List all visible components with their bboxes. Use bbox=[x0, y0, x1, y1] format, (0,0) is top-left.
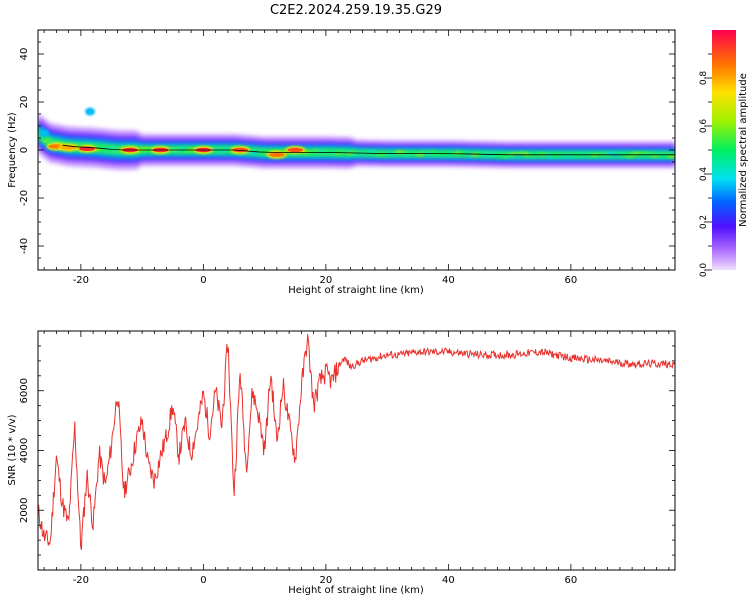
heatmap-cell bbox=[632, 151, 645, 155]
heatmap-cell bbox=[625, 155, 634, 159]
top-y-ticks: -40 -20 0 20 40 bbox=[19, 29, 675, 271]
heatmap-cell bbox=[667, 155, 675, 159]
colorbar-ticks: 0.0 0.2 0.4 0.6 0.8 bbox=[699, 53, 712, 278]
heatmap-cell bbox=[435, 153, 447, 157]
y-tick-label: 0 bbox=[19, 147, 30, 153]
colorbar-tick-label: 0.0 bbox=[699, 263, 709, 278]
heatmap-cell bbox=[493, 152, 501, 156]
heatmap-cell bbox=[260, 149, 270, 153]
x-tick-label: 40 bbox=[442, 275, 455, 286]
heatmap-cell bbox=[307, 152, 317, 156]
heatmap-cell bbox=[414, 153, 425, 157]
heatmap-cell bbox=[180, 146, 187, 151]
snr-panel: -20 0 20 40 60 2000 4000 6000 Height of straig… bbox=[7, 330, 676, 596]
bottom-y-ticks: 2000 4000 6000 bbox=[19, 330, 675, 571]
x-tick-label: 40 bbox=[442, 575, 455, 586]
heatmap-outlier bbox=[39, 129, 50, 138]
y-tick-label: -40 bbox=[19, 238, 30, 254]
heatmap-outlier bbox=[85, 107, 96, 116]
heatmap-hot-spot bbox=[287, 147, 304, 153]
ridge-trace-line bbox=[62, 144, 675, 156]
top-x-ticks: -20 0 20 40 60 bbox=[43, 30, 670, 286]
heatmap-cell bbox=[428, 150, 437, 154]
bottom-y-axis-label: SNR (10 * v/v) bbox=[7, 414, 18, 485]
x-tick-label: 0 bbox=[200, 275, 206, 286]
chart-title: C2E2.2024.259.19.35.G29 bbox=[270, 3, 442, 18]
colorbar-tick-label: 0.6 bbox=[699, 119, 709, 134]
y-tick-label: 4000 bbox=[19, 438, 30, 463]
colorbar-scale bbox=[712, 30, 736, 270]
heatmap-cell bbox=[368, 150, 377, 154]
y-tick-label: 40 bbox=[19, 48, 30, 61]
heatmap-cell bbox=[403, 153, 411, 157]
top-x-axis-label: Height of straight line (km) bbox=[288, 285, 424, 296]
y-tick-label: -20 bbox=[19, 190, 30, 206]
colorbar-tick-label: 0.2 bbox=[699, 215, 709, 229]
x-tick-label: -20 bbox=[73, 575, 89, 586]
heatmap-cell bbox=[398, 150, 407, 154]
x-tick-label: 0 bbox=[200, 575, 206, 586]
y-tick-label: 20 bbox=[19, 96, 30, 109]
heatmap-hot-spot bbox=[268, 152, 285, 157]
y-tick-label: 2000 bbox=[19, 498, 30, 523]
heatmap-cell bbox=[463, 150, 471, 155]
bottom-x-ticks: -20 0 20 40 60 bbox=[43, 331, 670, 586]
snr-series-line bbox=[38, 334, 675, 551]
x-tick-label: 60 bbox=[565, 575, 578, 586]
bottom-x-axis-label: Height of straight line (km) bbox=[288, 585, 424, 596]
x-tick-label: -20 bbox=[73, 275, 89, 286]
heatmap-cells bbox=[38, 107, 675, 170]
colorbar: 0.0 0.2 0.4 0.6 0.8 Normalized spectral ampl… bbox=[699, 30, 749, 277]
colorbar-tick-label: 0.4 bbox=[699, 167, 709, 182]
y-tick-label: 6000 bbox=[19, 378, 30, 403]
spectrogram-panel: -20 0 20 40 60 -40 -20 0 20 40 Height of straigh… bbox=[7, 29, 676, 296]
colorbar-label: Normalized spectral amplitude bbox=[738, 73, 749, 227]
x-tick-label: 20 bbox=[320, 275, 333, 286]
colorbar-tick-label: 0.8 bbox=[699, 71, 709, 86]
heatmap-cell bbox=[512, 154, 524, 158]
x-tick-label: 60 bbox=[565, 275, 578, 286]
x-tick-label: 20 bbox=[320, 575, 333, 586]
top-y-axis-label: Frequency (Hz) bbox=[7, 112, 18, 188]
heatmap-cell bbox=[326, 149, 333, 153]
